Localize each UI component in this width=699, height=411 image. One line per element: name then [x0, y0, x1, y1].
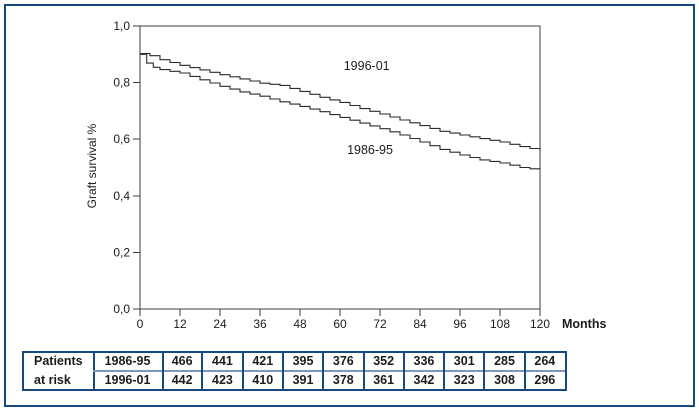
x-tick-label: 48: [293, 317, 307, 331]
y-tick-label: 0,8: [113, 76, 130, 90]
risk-count-cell: 342: [413, 373, 435, 387]
risk-count-cell: 376: [332, 354, 354, 368]
risk-table-column-line: [201, 353, 204, 389]
risk-count-cell: 308: [494, 373, 515, 387]
risk-count-cell: 301: [453, 354, 475, 368]
y-tick-label: 0,2: [113, 245, 130, 259]
x-tick-label: 120: [530, 317, 550, 331]
survival-curve-1996-01: [140, 52, 541, 151]
risk-table-header-line1: Patients: [34, 354, 83, 368]
risk-table-column-line: [322, 353, 325, 389]
risk-count-cell: 296: [534, 373, 556, 387]
risk-table-row-1996-01: 1996-01 442 423 410 391 378 361 342 323 308 296: [93, 372, 565, 389]
y-tick-label: 0,6: [113, 132, 130, 146]
risk-row-group-label: 1986-95: [104, 354, 151, 368]
risk-count-cell: 378: [332, 373, 354, 387]
risk-table-header-cell: Patients at risk: [24, 353, 95, 389]
risk-count-cell: 395: [292, 354, 314, 368]
risk-count-cell: 442: [171, 373, 193, 387]
risk-count-cell: 336: [413, 354, 435, 368]
x-tick-label: 72: [373, 317, 387, 331]
y-tick-label: 1,0: [113, 19, 130, 33]
risk-table-column-line: [483, 353, 486, 389]
x-tick-label: 84: [413, 317, 427, 331]
x-tick-label: 60: [333, 317, 347, 331]
risk-count-cell: 410: [252, 373, 274, 387]
risk-count-cell: 323: [453, 373, 475, 387]
risk-table-row-divider: [93, 370, 565, 372]
y-tick-label: 0,4: [113, 189, 130, 203]
curve-label-1996-01: 1996-01: [344, 59, 390, 73]
risk-table-column-line: [402, 353, 405, 389]
risk-count-cell: 391: [292, 373, 314, 387]
x-axis-title: Months: [562, 317, 606, 331]
y-axis-title: Graft survival %: [85, 123, 99, 208]
risk-table-column-line: [281, 353, 284, 389]
x-tick-label: 108: [490, 317, 510, 331]
risk-count-cell: 285: [494, 354, 515, 368]
y-tick-label: 0,0: [113, 302, 130, 316]
risk-count-cell: 423: [212, 373, 233, 387]
risk-table-column-line: [523, 353, 526, 389]
risk-count-cell: 421: [252, 354, 274, 368]
risk-count-cell: 352: [373, 354, 395, 368]
risk-row-group-label: 1996-01: [104, 373, 151, 387]
risk-table-column-line: [443, 353, 446, 389]
x-tick-label: 96: [453, 317, 467, 331]
figure-panel: 1,0 0,8 0,6 0,4 0,2 0,0 0 12 24 36 48 60 72 84 96 108 12…: [4, 4, 695, 407]
risk-table-column-line: [362, 353, 365, 389]
x-tick-label: 24: [213, 317, 227, 331]
graft-survival-chart: 1,0 0,8 0,6 0,4 0,2 0,0 0 12 24 36 48 60 72 84 96 108 12…: [85, 19, 606, 331]
risk-table-header-line2: at risk: [34, 373, 71, 387]
x-tick-label: 0: [137, 317, 144, 331]
x-tick-label: 36: [253, 317, 267, 331]
risk-count-cell: 441: [212, 354, 233, 368]
curve-label-1986-95: 1986-95: [347, 143, 393, 157]
risk-table-column-line: [241, 353, 244, 389]
x-tick-label: 12: [173, 317, 187, 331]
survival-curve-1986-95: [140, 53, 541, 170]
risk-count-cell: 466: [171, 354, 193, 368]
risk-table-column-line: [162, 353, 164, 389]
patients-at-risk-table: Patients at risk 1986-95 466 441 421 395 376 3…: [22, 351, 567, 391]
risk-count-cell: 264: [534, 354, 556, 368]
risk-table-row-1986-95: 1986-95 466 441 421 395 376 352 336 301 285 264: [93, 353, 565, 370]
risk-count-cell: 361: [373, 373, 395, 387]
